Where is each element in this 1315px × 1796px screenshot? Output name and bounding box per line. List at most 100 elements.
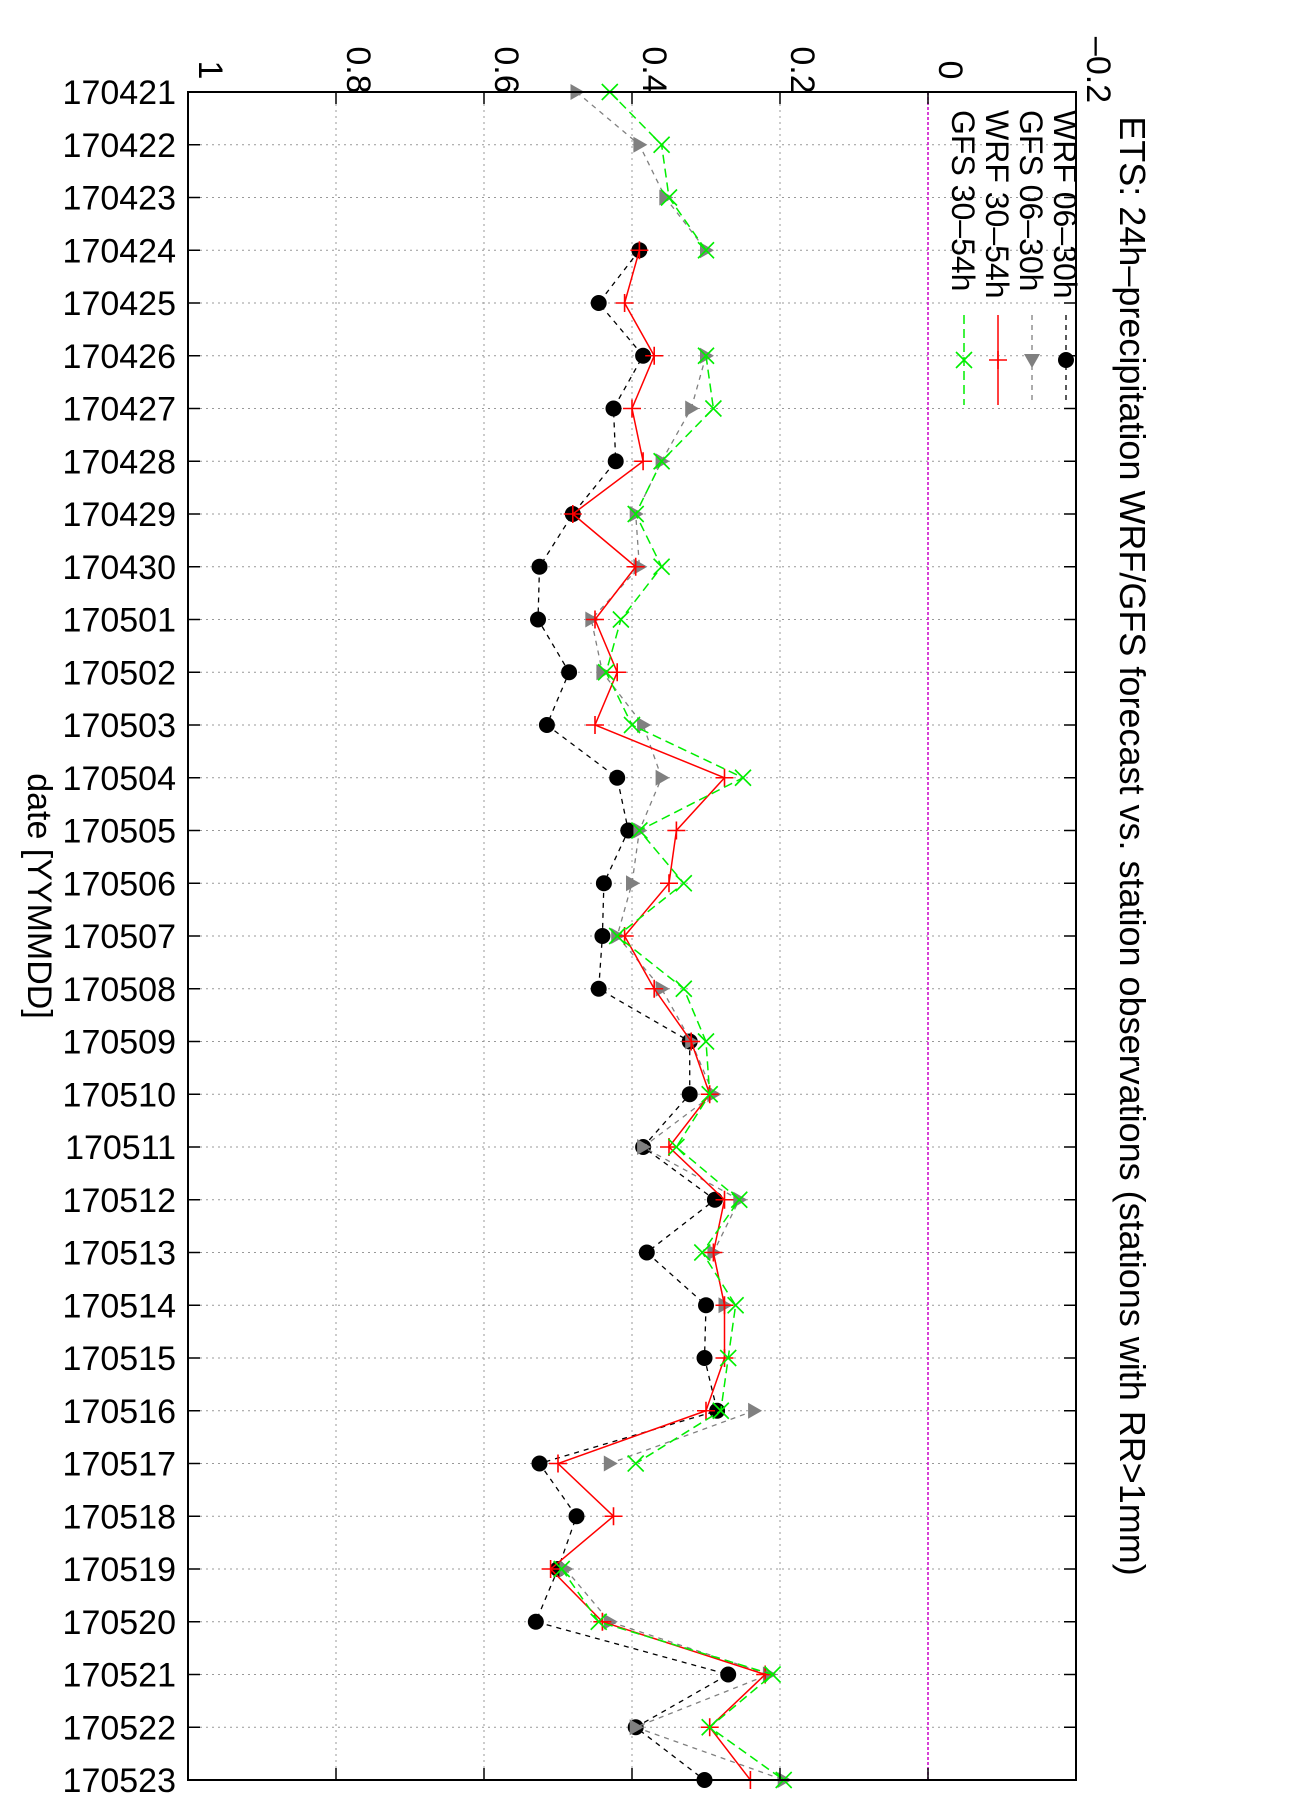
data-point <box>590 1613 608 1631</box>
data-point <box>701 1718 719 1736</box>
date-tick-label: 170521 <box>63 1657 176 1695</box>
data-point <box>603 1455 618 1472</box>
series-4 <box>553 83 793 1789</box>
date-tick-label: 170505 <box>63 813 176 851</box>
legend-label: WRF 30–54h <box>979 110 1015 299</box>
data-point <box>627 1454 645 1473</box>
date-tick-label: 170430 <box>63 549 176 587</box>
legend-label: GFS 06–30h <box>1013 110 1049 291</box>
data-point <box>653 136 671 154</box>
data-point <box>748 1402 763 1419</box>
date-tick-label: 170513 <box>63 1235 176 1273</box>
date-tick-label: 170504 <box>63 760 176 798</box>
date-tick-label: 170520 <box>63 1604 176 1642</box>
data-point <box>685 400 700 417</box>
date-tick-label: 170517 <box>63 1446 176 1484</box>
data-point <box>675 980 693 998</box>
data-point <box>1024 354 1040 368</box>
date-tick-label: 170428 <box>63 443 176 481</box>
data-point <box>638 1244 655 1261</box>
date-tick-label: 170425 <box>63 285 176 323</box>
data-point <box>667 821 686 840</box>
data-point <box>626 557 645 576</box>
data-point <box>989 351 1007 369</box>
data-point <box>630 821 648 840</box>
series-line <box>534 249 730 1781</box>
data-point <box>604 1507 623 1526</box>
data-point <box>727 1296 745 1314</box>
data-point <box>715 1296 734 1315</box>
data-point <box>667 1138 685 1156</box>
date-tick-label: 170510 <box>63 1076 176 1114</box>
legend-label: WRF 06–30h <box>1047 110 1083 299</box>
date-tick-label: 170516 <box>63 1393 176 1431</box>
data-point <box>608 927 626 945</box>
date-tick-label: 170422 <box>63 127 176 165</box>
data-point <box>655 769 670 786</box>
data-point <box>633 136 648 153</box>
value-tick-label: –0.2 <box>1079 37 1117 103</box>
data-point <box>608 663 627 682</box>
data-point <box>549 1454 567 1473</box>
data-point <box>531 1455 548 1472</box>
date-tick-label: 170501 <box>63 602 176 640</box>
data-point <box>955 351 973 369</box>
data-point <box>715 1190 734 1209</box>
series-3 <box>541 241 775 1789</box>
legend-label: GFS 30–54h <box>945 110 981 291</box>
data-point <box>682 1032 701 1051</box>
series-line <box>549 250 767 1781</box>
data-point <box>698 1297 714 1314</box>
date-tick-label: 170426 <box>63 338 176 376</box>
date-tick-label: 170523 <box>63 1762 176 1796</box>
data-point <box>531 558 548 575</box>
data-point <box>706 1191 723 1208</box>
date-tick-label: 170522 <box>63 1709 176 1747</box>
data-point <box>541 1560 560 1578</box>
data-point <box>626 875 640 892</box>
date-tick-label: 170424 <box>63 232 176 270</box>
data-point <box>681 1086 698 1103</box>
tick-marks <box>187 91 1077 1781</box>
data-point <box>605 400 622 417</box>
data-point <box>659 189 674 206</box>
date-tick-label: 170507 <box>63 918 176 956</box>
data-point <box>623 716 641 734</box>
data-point <box>720 1666 737 1683</box>
value-tick-label: 0.4 <box>635 46 673 93</box>
date-tick-label: 170514 <box>63 1287 176 1325</box>
data-point <box>734 769 752 787</box>
date-tick-label: 170508 <box>63 971 176 1009</box>
data-point <box>623 399 641 418</box>
data-point <box>593 1612 612 1631</box>
value-tick-label: 0.8 <box>339 46 377 93</box>
date-tick-label: 170421 <box>63 74 176 112</box>
value-tick-label: 0 <box>931 61 969 80</box>
data-point <box>596 664 611 681</box>
data-point <box>637 1139 652 1155</box>
data-point <box>568 1508 585 1525</box>
data-point <box>715 768 734 787</box>
data-point <box>704 399 722 418</box>
data-point <box>563 505 582 523</box>
data-point <box>697 1401 715 1420</box>
data-point <box>559 1561 574 1577</box>
data-point <box>615 294 634 312</box>
data-point <box>561 664 578 681</box>
chart-title: ETS: 24h–precipitation WRF/GFS forecast … <box>1112 116 1153 1576</box>
data-point <box>645 979 664 998</box>
date-tick-labels: 170421 170422 170423 170424 170425 170426 1704… <box>63 74 176 1796</box>
data-point <box>697 1032 715 1051</box>
data-point <box>730 1191 748 1209</box>
series-line <box>576 91 707 251</box>
value-tick-label: 0.2 <box>783 46 821 93</box>
data-point <box>634 452 653 471</box>
series-line <box>605 355 745 1465</box>
data-point <box>607 453 624 470</box>
data-point <box>696 1350 713 1366</box>
series-line <box>564 1568 784 1781</box>
date-tick-label: 170519 <box>63 1551 176 1589</box>
